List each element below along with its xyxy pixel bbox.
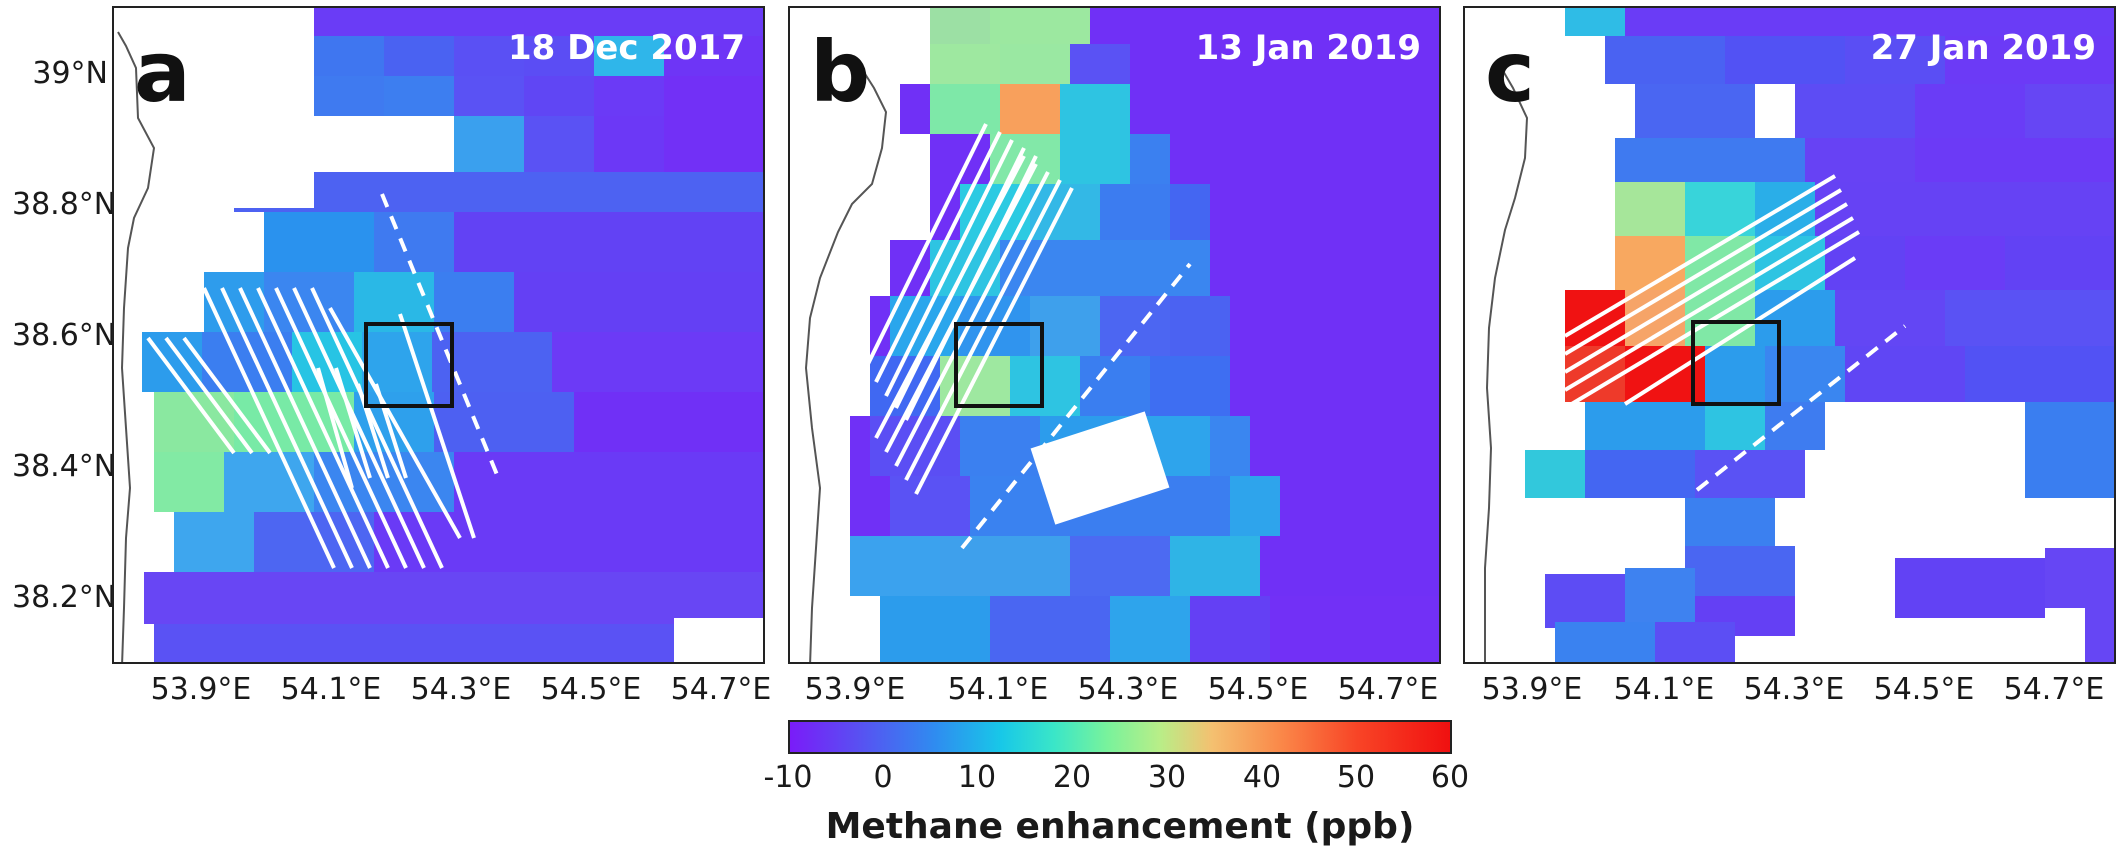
lon-label-c-54-1: 54.1°E — [1613, 672, 1715, 707]
map-panel-a: a 18 Dec 2017 — [112, 6, 765, 664]
lat-label-39: 39°N — [32, 56, 108, 91]
lat-label-38-2: 38.2°N — [12, 580, 117, 615]
lon-label-a-53-9: 53.9°E — [150, 672, 252, 707]
panel-date-b: 13 Jan 2019 — [1195, 28, 1421, 68]
colorbar-tick: 30 — [1147, 760, 1187, 795]
lat-label-38-8: 38.8°N — [12, 187, 117, 222]
lon-label-b-54-1: 54.1°E — [947, 672, 1049, 707]
map-panel-c: c 27 Jan 2019 — [1463, 6, 2116, 664]
map-panel-b: b 13 Jan 2019 — [788, 6, 1441, 664]
panel-date-c: 27 Jan 2019 — [1870, 28, 2096, 68]
lon-label-a-54-7: 54.7°E — [670, 672, 772, 707]
colorbar-tick: 40 — [1242, 760, 1282, 795]
methane-map-b — [790, 8, 1439, 662]
lon-label-a-54-3: 54.3°E — [410, 672, 512, 707]
lon-label-b-53-9: 53.9°E — [804, 672, 906, 707]
panel-letter-a: a — [134, 23, 191, 121]
lat-label-38-6: 38.6°N — [12, 318, 117, 353]
colorbar-tick: 10 — [957, 760, 997, 795]
lon-label-c-53-9: 53.9°E — [1481, 672, 1583, 707]
panel-letter-b: b — [810, 23, 871, 121]
lon-label-b-54-7: 54.7°E — [1337, 672, 1439, 707]
colorbar-tick: 0 — [873, 760, 893, 795]
colorbar-tick: 60 — [1430, 760, 1470, 795]
colorbar — [788, 720, 1452, 754]
methane-map-a — [114, 8, 763, 662]
lon-label-c-54-5: 54.5°E — [1873, 672, 1975, 707]
lon-label-a-54-5: 54.5°E — [540, 672, 642, 707]
methane-map-c — [1465, 8, 2114, 662]
panel-letter-c: c — [1485, 23, 1535, 121]
lon-label-b-54-3: 54.3°E — [1077, 672, 1179, 707]
colorbar-tick: 50 — [1336, 760, 1376, 795]
lat-label-38-4: 38.4°N — [12, 449, 117, 484]
lon-label-c-54-3: 54.3°E — [1743, 672, 1845, 707]
lon-label-c-54-7: 54.7°E — [2003, 672, 2105, 707]
colorbar-tick: 20 — [1052, 760, 1092, 795]
panel-date-a: 18 Dec 2017 — [507, 28, 745, 68]
colorbar-tick: -10 — [763, 760, 813, 795]
lon-label-a-54-1: 54.1°E — [280, 672, 382, 707]
lon-label-b-54-5: 54.5°E — [1207, 672, 1309, 707]
colorbar-title: Methane enhancement (ppb) — [825, 806, 1415, 847]
